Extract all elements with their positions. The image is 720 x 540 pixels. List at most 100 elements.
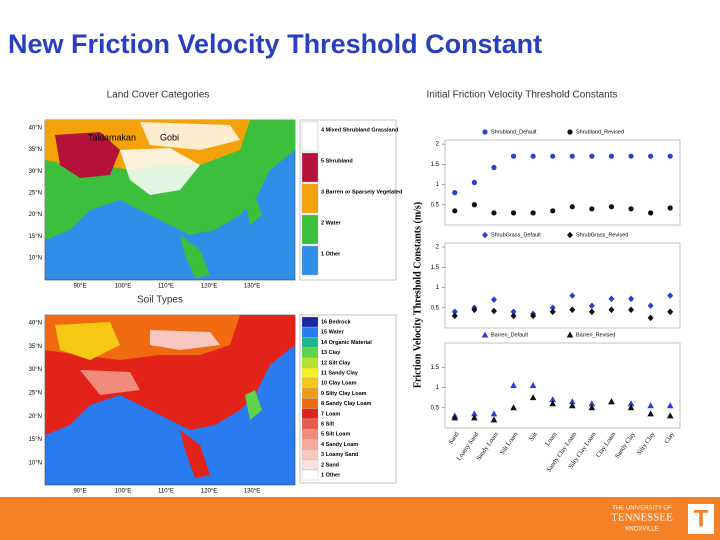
legend-label: Shrubland_Revised: [576, 129, 624, 135]
y-tick-label: 1: [436, 385, 440, 391]
lon-label: 100°E: [115, 284, 131, 290]
point: [529, 382, 537, 388]
lon-label: 130°E: [244, 284, 260, 290]
legend-swatch: [301, 183, 319, 214]
point: [529, 394, 537, 401]
point: [530, 312, 537, 320]
legend-label: 2 Water: [321, 220, 342, 226]
legend-label: ShrubGrass_Revised: [576, 232, 628, 238]
legend-swatch: [301, 408, 319, 419]
legend-label: 3 Loamy Sand: [321, 452, 358, 458]
legend-label: 4 Sandy Loam: [321, 442, 358, 448]
legend-label: 13 Clay: [321, 350, 341, 356]
point: [666, 412, 674, 419]
point: [510, 153, 517, 159]
lon-label: 100°E: [115, 489, 131, 495]
point: [627, 404, 635, 411]
point: [490, 410, 498, 417]
point: [628, 206, 634, 212]
point: [647, 402, 654, 409]
y-tick-label: 2: [436, 142, 440, 148]
point: [471, 306, 478, 314]
y-tick-label: 2: [436, 245, 440, 251]
point: [647, 302, 654, 310]
point: [490, 307, 497, 315]
legend-label: 1 Other: [321, 472, 341, 478]
legend-swatch: [301, 398, 319, 409]
point: [569, 306, 576, 314]
soil-map: [44, 314, 296, 486]
legend-swatch: [301, 121, 319, 152]
point: [608, 306, 615, 314]
point: [568, 398, 576, 405]
point: [471, 179, 477, 186]
legend-swatch: [301, 214, 319, 245]
point: [569, 204, 575, 210]
point: [667, 205, 673, 211]
legend-swatch: [301, 388, 319, 399]
footer-text: THE UNIVERSITY OF: [612, 506, 672, 512]
point: [589, 153, 595, 159]
point: [647, 410, 654, 417]
land-cover-map: [44, 119, 296, 281]
lat-label: 25°N: [29, 391, 42, 397]
point: [608, 204, 615, 210]
plot-area: [444, 342, 681, 429]
legend-label: 4 Mixed Shrubland Grassland: [321, 127, 398, 133]
point: [471, 410, 478, 417]
point: [568, 402, 576, 409]
legend-label: 11 Sandy Clay: [321, 370, 359, 376]
lat-label: 35°N: [29, 147, 42, 153]
lat-label: 20°N: [29, 414, 42, 420]
map-label: Taklamakan: [88, 132, 136, 142]
point: [648, 210, 654, 216]
point: [530, 153, 536, 159]
lat-label: 30°N: [29, 367, 42, 373]
point: [628, 153, 634, 159]
legend-swatch: [301, 459, 319, 470]
point: [569, 292, 576, 299]
point: [451, 308, 458, 316]
legend-label: 15 Water: [321, 330, 345, 336]
y-tick-label: 0.5: [431, 202, 440, 208]
point: [510, 308, 517, 316]
y-tick-label: 1.5: [431, 162, 440, 168]
logo-box: [688, 504, 714, 534]
plot-area: [444, 242, 681, 329]
y-tick-label: 0.5: [431, 305, 440, 311]
legend-label: 10 Clay Loam: [321, 381, 357, 387]
y-tick-label: 1.5: [431, 265, 440, 271]
point: [628, 306, 635, 314]
legend-label: 9 Silty Clay Loam: [321, 391, 367, 397]
legend-swatch: [301, 439, 319, 450]
point: [471, 414, 478, 421]
legend-label: 2 Sand: [321, 462, 339, 468]
point: [530, 210, 536, 216]
point: [666, 402, 674, 409]
legend-swatch: [301, 245, 319, 276]
slide-title: New Friction Velocity Threshold Constant: [8, 29, 542, 59]
legend-label: 16 Bedrock: [321, 319, 352, 325]
lat-label: 10°N: [29, 256, 42, 262]
point: [452, 208, 458, 214]
chart-heading: Initial Friction Velocity Threshold Cons…: [426, 90, 617, 101]
point: [608, 295, 615, 303]
lon-label: 120°E: [201, 489, 217, 495]
legend-swatch: [301, 337, 319, 348]
point: [549, 308, 556, 316]
point: [588, 308, 595, 316]
y-tick-label: 0.5: [431, 405, 440, 411]
legend-label: 12 Silt Clay: [321, 360, 351, 366]
point: [452, 190, 458, 196]
legend-swatch: [301, 469, 319, 481]
footer-bar: [0, 497, 720, 540]
point: [567, 129, 573, 135]
point: [589, 206, 595, 212]
plot-area: [444, 139, 681, 226]
point: [588, 404, 596, 411]
point: [627, 400, 635, 407]
x-tick-label: Silt: [528, 431, 539, 443]
lon-label: 110°E: [158, 284, 174, 290]
point: [510, 210, 517, 216]
